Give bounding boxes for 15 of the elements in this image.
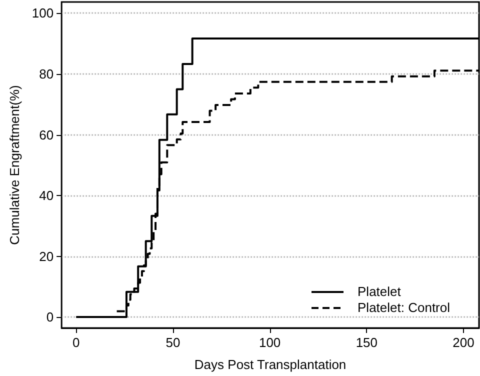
x-tick-label: 0 [72,335,80,350]
x-tick-label: 50 [166,335,180,350]
y-axis-title: Cumulative Engraftment(%) [7,85,22,245]
legend-label: Platelet: Control [358,300,450,315]
x-tick-label: 150 [356,335,378,350]
y-tick-label: 40 [39,188,54,204]
y-tick-label: 100 [32,6,54,21]
x-axis-title: Days Post Transplantation [194,357,346,372]
x-tick-label: 100 [258,335,281,350]
y-tick-label: 20 [39,248,54,264]
y-tick-label: 60 [39,127,54,142]
x-tick-label: 200 [452,335,474,350]
legend-label: Platelet [358,284,402,299]
y-tick-label: 80 [39,66,54,82]
y-tick-label: 0 [46,310,54,325]
